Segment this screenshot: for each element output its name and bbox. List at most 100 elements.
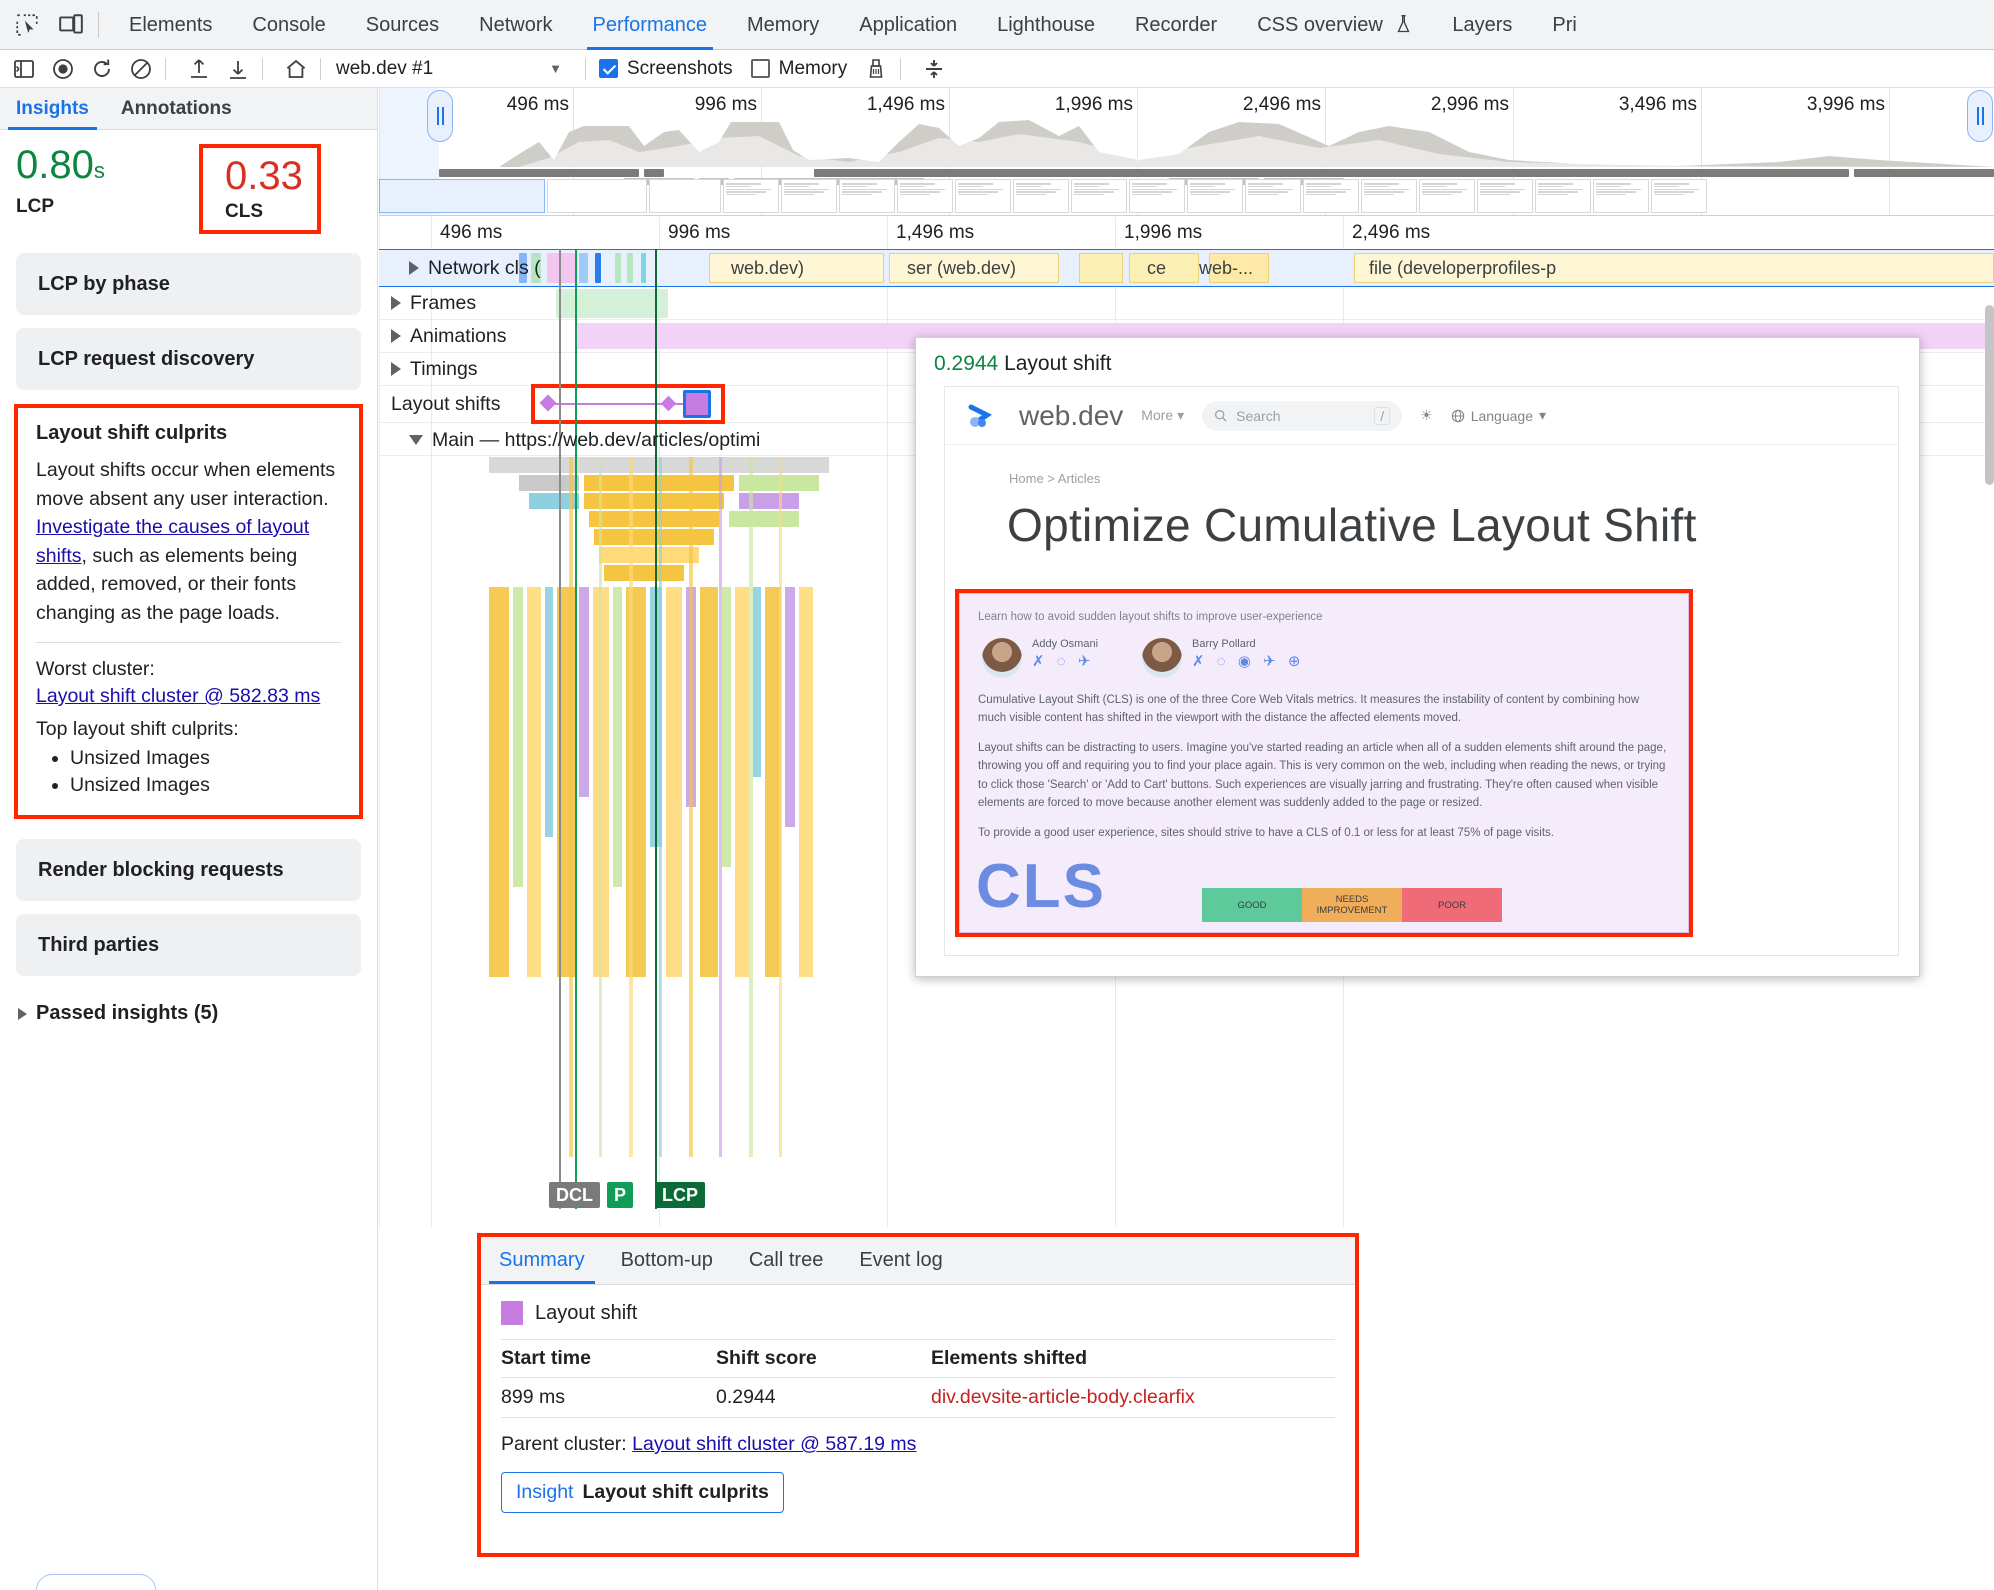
clear-icon[interactable] xyxy=(126,54,156,84)
screenshots-checkbox[interactable]: Screenshots xyxy=(599,58,733,80)
marker-dcl[interactable]: DCL xyxy=(549,1182,600,1208)
theme-toggle-icon[interactable]: ☀ xyxy=(1420,407,1433,423)
tab-elements[interactable]: Elements xyxy=(129,13,213,36)
memory-label: Memory xyxy=(778,57,848,79)
network-request[interactable] xyxy=(519,253,527,283)
network-request[interactable] xyxy=(531,253,541,283)
upload-icon[interactable] xyxy=(184,54,214,84)
track-frames[interactable]: Frames xyxy=(379,287,1994,320)
layout-shift-tooltip: 0.2944 Layout shift web.dev More ▾ Searc… xyxy=(915,337,1920,977)
tooltip-title: 0.2944 Layout shift xyxy=(916,338,1919,386)
memory-checkbox[interactable]: Memory xyxy=(750,57,848,80)
network-request[interactable] xyxy=(615,253,621,283)
network-request[interactable] xyxy=(1129,253,1199,283)
network-request[interactable] xyxy=(709,253,884,283)
timeline-overview[interactable]: 496 ms 996 ms 1,496 ms 1,996 ms 2,496 ms… xyxy=(379,88,1994,216)
reload-record-icon[interactable] xyxy=(87,54,117,84)
overview-handle-right[interactable] xyxy=(1967,90,1993,142)
download-icon[interactable] xyxy=(223,54,253,84)
worst-cluster-link[interactable]: Layout shift cluster @ 582.83 ms xyxy=(36,685,321,707)
investigate-link[interactable]: Investigate the causes of layout shifts xyxy=(36,516,310,567)
threshold-needs-improvement: NEEDS IMPROVEMENT xyxy=(1302,888,1402,922)
network-request[interactable] xyxy=(547,253,575,283)
chevron-right-icon[interactable] xyxy=(391,362,401,376)
insight-button[interactable]: Insight Layout shift culprits xyxy=(501,1472,784,1513)
chevron-down-icon[interactable] xyxy=(409,435,423,445)
track-network-name: Network cls ( xyxy=(428,256,541,279)
checkbox-box xyxy=(599,59,618,78)
main-thread-flame[interactable] xyxy=(489,457,829,977)
layout-shift-selected-chip[interactable] xyxy=(683,390,711,418)
insight-card-lcp-request-discovery[interactable]: LCP request discovery xyxy=(16,328,361,390)
chevron-right-icon[interactable] xyxy=(391,329,401,343)
network-request[interactable] xyxy=(1209,253,1269,283)
network-request[interactable] xyxy=(1079,253,1123,283)
network-request[interactable] xyxy=(595,253,601,283)
frame-bar[interactable] xyxy=(556,289,668,318)
sidebar-toggle-icon[interactable] xyxy=(9,54,39,84)
sidebar-tab-annotations[interactable]: Annotations xyxy=(120,98,232,119)
shifted-element-highlight: Learn how to avoid sudden layout shifts … xyxy=(955,589,1693,937)
filmstrip-overview[interactable] xyxy=(379,179,1994,215)
marker-fcp[interactable]: P xyxy=(607,1182,634,1208)
tab-sources[interactable]: Sources xyxy=(365,13,440,36)
network-request[interactable] xyxy=(1354,253,1994,283)
marker-lcp[interactable]: LCP xyxy=(655,1182,705,1208)
table-row[interactable]: 899 ms 0.2944 div.devsite-article-body.c… xyxy=(501,1377,1335,1418)
network-request[interactable] xyxy=(579,253,588,283)
capture-settings-icon[interactable] xyxy=(861,54,891,84)
drawer-tab-event-log[interactable]: Event log xyxy=(859,1249,943,1271)
metric-cls[interactable]: 0.33 CLS xyxy=(199,144,321,234)
recording-select[interactable]: web.dev #1 ▼ xyxy=(336,58,576,80)
device-toolbar-icon[interactable] xyxy=(54,8,88,42)
author-socials: ✗ ◌ ✈ xyxy=(1032,652,1095,670)
drawer-tab-bottom-up[interactable]: Bottom-up xyxy=(620,1249,713,1271)
threshold-good: GOOD xyxy=(1202,888,1302,922)
chevron-right-icon[interactable] xyxy=(409,261,419,275)
network-request[interactable] xyxy=(627,253,633,283)
sidebar-bottom-pill[interactable] xyxy=(36,1574,156,1590)
drawer-tab-call-tree[interactable]: Call tree xyxy=(748,1249,824,1271)
divider xyxy=(320,57,321,80)
tab-performance[interactable]: Performance xyxy=(573,0,728,50)
insight-card-render-blocking-requests[interactable]: Render blocking requests xyxy=(16,839,361,901)
marker-line-dcl xyxy=(559,249,561,1209)
tab-console[interactable]: Console xyxy=(252,13,326,36)
layout-shifts-highlight xyxy=(531,384,725,424)
tab-network[interactable]: Network xyxy=(479,13,553,36)
tab-application[interactable]: Application xyxy=(859,13,958,36)
collapse-icon[interactable] xyxy=(919,54,949,84)
tab-css-overview[interactable]: CSS overview xyxy=(1237,0,1432,50)
network-request[interactable] xyxy=(641,253,646,283)
sidebar-tab-insights[interactable]: Insights xyxy=(0,88,105,130)
overview-handle-left[interactable] xyxy=(427,90,453,142)
passed-insights-toggle[interactable]: Passed insights (5) xyxy=(18,1002,377,1025)
record-icon[interactable] xyxy=(48,54,78,84)
cell-elements-shifted[interactable]: div.devsite-article-body.clearfix xyxy=(931,1377,1335,1418)
divider xyxy=(36,642,341,643)
legend-swatch xyxy=(501,1301,523,1325)
threshold-poor: POOR xyxy=(1402,888,1502,922)
legend-label: Layout shift xyxy=(535,1301,638,1324)
insight-card-third-parties[interactable]: Third parties xyxy=(16,914,361,976)
drawer-tab-summary[interactable]: Summary xyxy=(481,1236,603,1284)
flame-scrollbar[interactable] xyxy=(1985,305,1994,485)
insight-card-layout-shift-culprits[interactable]: Layout shift culprits Layout shifts occu… xyxy=(14,404,363,819)
inspect-icon[interactable] xyxy=(10,8,44,42)
language-selector[interactable]: Language ▾ xyxy=(1451,407,1546,424)
author-name: Addy Osmani xyxy=(1032,637,1099,650)
tab-privacy[interactable]: Pri xyxy=(1552,13,1577,36)
tab-recorder[interactable]: Recorder xyxy=(1134,13,1218,36)
home-icon[interactable] xyxy=(281,54,311,84)
tab-layers[interactable]: Layers xyxy=(1452,13,1513,36)
network-request[interactable] xyxy=(889,253,1059,283)
webdev-more-menu[interactable]: More ▾ xyxy=(1141,407,1185,423)
chevron-right-icon[interactable] xyxy=(391,296,401,310)
flask-icon xyxy=(1395,3,1412,53)
webdev-search[interactable]: Search / xyxy=(1202,400,1403,431)
tab-memory[interactable]: Memory xyxy=(747,13,820,36)
metric-lcp[interactable]: 0.80s LCP xyxy=(16,144,171,234)
insight-card-lcp-by-phase[interactable]: LCP by phase xyxy=(16,253,361,315)
tab-lighthouse[interactable]: Lighthouse xyxy=(997,13,1095,36)
parent-cluster-link[interactable]: Layout shift cluster @ 587.19 ms xyxy=(632,1433,917,1455)
